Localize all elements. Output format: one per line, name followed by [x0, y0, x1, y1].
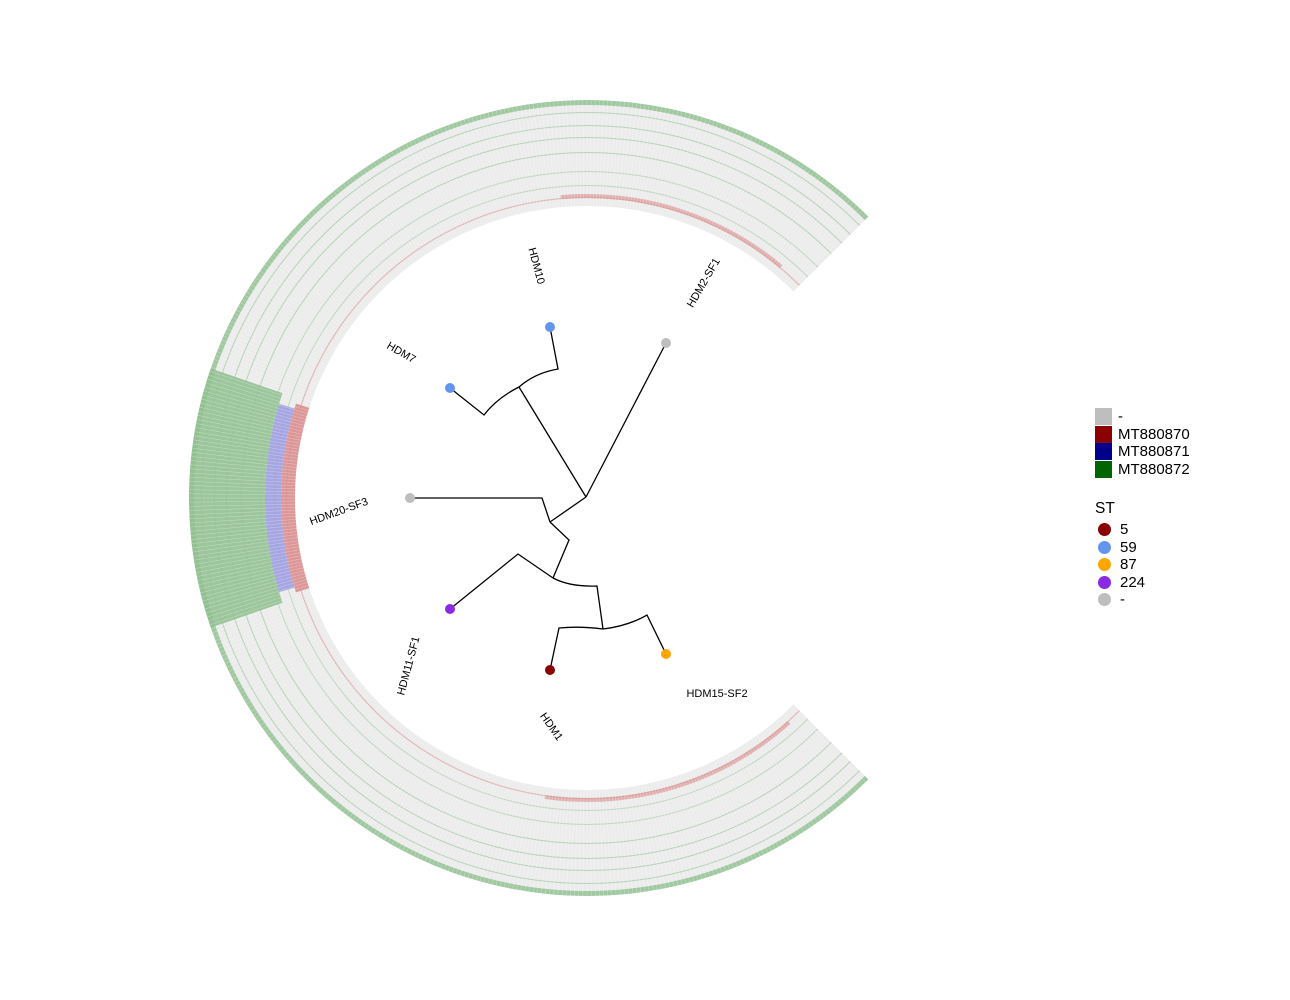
tip-point	[445, 604, 455, 614]
tree-branch	[552, 577, 604, 630]
heatmap-track	[560, 194, 783, 269]
heatmap-ring-background	[188, 99, 869, 896]
tip-point	[545, 665, 555, 675]
heatmap-cells	[189, 100, 869, 896]
legend-dot	[1098, 558, 1111, 572]
tree-branch	[549, 496, 587, 523]
legend-dot	[1098, 593, 1111, 607]
legend-label: -	[1118, 408, 1123, 426]
legend-label: 59	[1120, 538, 1137, 556]
tip-label: HDM1	[537, 711, 565, 743]
tree-branch	[549, 626, 604, 671]
legend-label: MT880872	[1118, 460, 1190, 478]
tip-label: HDM10	[525, 246, 546, 285]
st-legend-item: 224	[1095, 574, 1190, 592]
tip-point	[445, 383, 455, 393]
tip-point	[661, 649, 671, 659]
heatmap-legend-item: -	[1095, 408, 1190, 426]
legend-swatch	[1095, 408, 1112, 426]
tip-label: HDM20-SF3	[308, 496, 370, 528]
legend-dot	[1098, 575, 1111, 589]
tree-branch	[585, 342, 667, 498]
tree-branch	[518, 326, 559, 388]
legend-label: MT880871	[1118, 443, 1190, 461]
legend-label: 224	[1120, 573, 1146, 591]
legend-label: 5	[1120, 521, 1129, 539]
tip-point	[405, 493, 415, 503]
tree-branch	[602, 614, 667, 655]
tip-label: HDM15-SF2	[686, 688, 747, 700]
tree-branch	[449, 386, 520, 416]
tree-branch	[518, 386, 587, 498]
legend-swatch	[1095, 443, 1112, 461]
tree-tips	[405, 322, 671, 675]
legend-swatch	[1095, 425, 1112, 443]
st-legend-item: 59	[1095, 539, 1190, 557]
heatmap-legend-item: MT880871	[1095, 443, 1190, 461]
heatmap-ring-overlays	[188, 99, 869, 896]
st-legend-item: -	[1095, 591, 1190, 609]
tip-point	[661, 338, 671, 348]
tip-label: HDM11-SF1	[395, 635, 422, 696]
tree-branches	[410, 326, 667, 671]
legend-label: -	[1120, 591, 1125, 609]
tip-label: HDM2-SF1	[685, 256, 723, 310]
st-legend: 5 59 87 224 -	[1095, 521, 1190, 609]
tree-branch	[549, 521, 570, 579]
legend-swatch	[1095, 460, 1112, 478]
legend-dot	[1098, 540, 1111, 554]
legend-label: MT880870	[1118, 425, 1190, 443]
st-legend-item: 5	[1095, 521, 1190, 539]
st-legend-item: 87	[1095, 556, 1190, 574]
heatmap-legend-item: MT880872	[1095, 460, 1190, 479]
tip-point	[545, 322, 555, 332]
tree-branch	[449, 553, 554, 610]
heatmap-rings	[188, 99, 869, 896]
heatmap-legend-item: MT880870	[1095, 425, 1190, 444]
legend-dot	[1098, 523, 1111, 537]
tip-label: HDM7	[385, 340, 418, 366]
st-legend-title: ST	[1095, 500, 1115, 517]
legend-panel: - MT880870 MT880871 MT880872 ST 5 59 87	[1095, 408, 1190, 609]
tree-branch	[410, 497, 551, 523]
tree-tip-labels: HDM10 HDM2-SF1 HDM7 HDM20-SF3 HDM11-SF1 HDM1 H…	[308, 246, 747, 743]
legend-label: 87	[1120, 556, 1137, 574]
heatmap-legend: - MT880870 MT880871 MT880872	[1095, 408, 1190, 478]
